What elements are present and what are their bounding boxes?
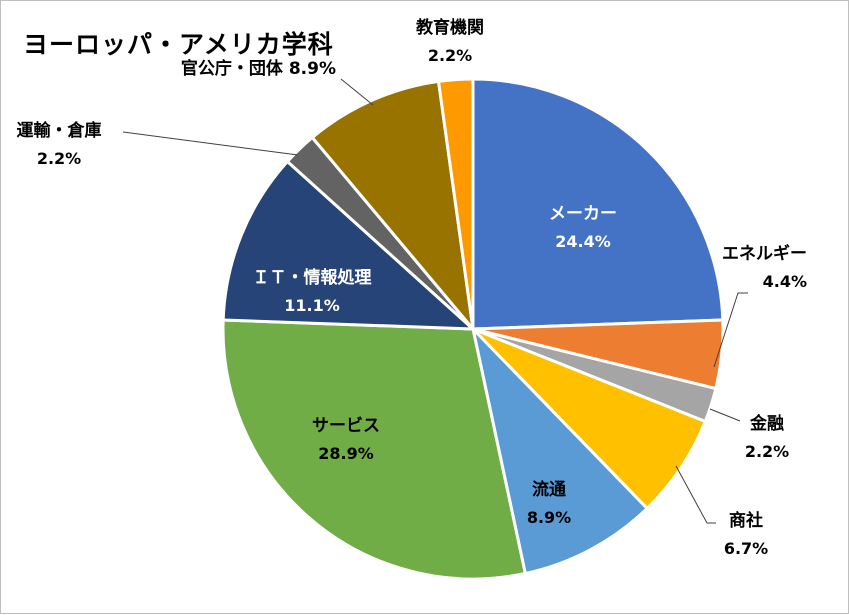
value-label-slice-1: 24.4%	[555, 232, 611, 251]
leader-line-slice-9	[340, 78, 374, 106]
category-label-slice-3: 金融	[749, 413, 784, 434]
data-label-slice-7: ＩＴ・情報処理 11.1%	[253, 267, 372, 315]
value-label-slice-2: 4.4%	[763, 272, 807, 291]
data-label-slice-3: 金融 2.2%	[745, 413, 789, 461]
pie-slice-slice-10	[437, 77, 475, 331]
category-label-slice-4: 商社	[729, 510, 763, 531]
category-label-slice-1: メーカー	[549, 204, 617, 224]
pie-slice-slice-5	[471, 327, 649, 575]
value-label-slice-10: 2.2%	[428, 46, 472, 65]
pie-slice-slice-1	[471, 77, 725, 331]
data-label-slice-9: 官公庁・団体 8.9%	[181, 58, 336, 79]
category-label-slice-2: エネルギー	[722, 244, 807, 264]
value-label-slice-4: 6.7%	[724, 539, 768, 558]
category-label-slice-5: 流通	[532, 479, 566, 500]
category-label-slice-8: 運輸・倉庫	[17, 120, 102, 141]
label-text-slice-9: 官公庁・団体 8.9%	[181, 58, 336, 79]
leader-line-slice-2	[713, 292, 748, 368]
data-label-slice-5: 流通 8.9%	[527, 479, 571, 527]
data-label-slice-1: メーカー 24.4%	[549, 204, 617, 251]
pie-slice-slice-6	[221, 318, 527, 581]
value-label: 8.9%	[283, 59, 336, 79]
value-label-slice-7: 11.1%	[284, 296, 340, 315]
category-label: 官公庁・団体	[181, 58, 284, 79]
data-label-slice-4: 商社 6.7%	[724, 510, 768, 558]
leader-line-slice-8	[122, 131, 299, 156]
category-label-slice-7: ＩＴ・情報処理	[253, 267, 372, 288]
data-label-slice-2: エネルギー 4.4%	[722, 244, 807, 291]
data-label-slice-6: サービス 28.9%	[312, 416, 380, 463]
value-label-slice-5: 8.9%	[527, 508, 571, 527]
category-label-slice-10: 教育機関	[415, 17, 484, 38]
chart-title: ヨーロッパ・アメリカ学科	[23, 30, 334, 59]
leader-line-slice-3	[709, 408, 741, 422]
value-label-slice-3: 2.2%	[745, 442, 789, 461]
pie-slice-slice-9	[310, 79, 475, 331]
value-label-slice-6: 28.9%	[318, 444, 374, 463]
data-label-slice-8: 運輸・倉庫 2.2%	[17, 120, 102, 168]
data-label-slice-10: 教育機関 2.2%	[415, 17, 484, 65]
category-label-slice-6: サービス	[312, 416, 380, 436]
value-label-slice-8: 2.2%	[37, 149, 81, 168]
pie-slice-slice-7	[221, 159, 475, 331]
leader-line-slice-4	[675, 465, 716, 524]
